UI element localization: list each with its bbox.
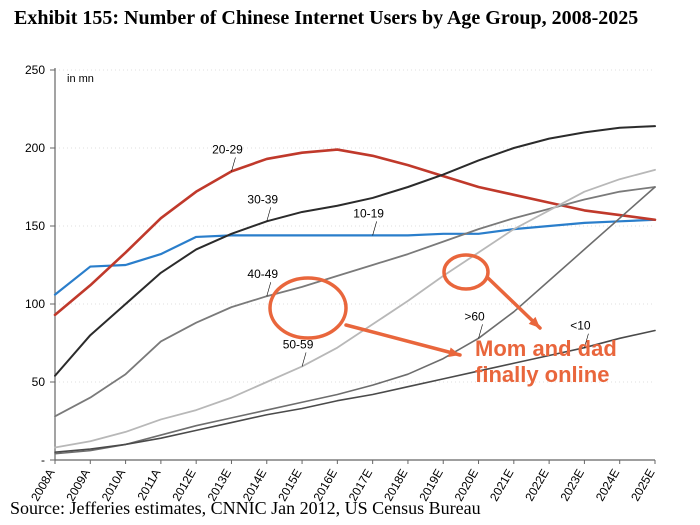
series-label->60: >60 <box>464 309 485 323</box>
x-tick-label: 2021E <box>487 467 516 504</box>
unit-label: in mn <box>67 73 94 85</box>
series->60 <box>55 187 655 454</box>
series-label-20-29: 20-29 <box>212 142 243 156</box>
y-tick-label: - <box>41 453 45 467</box>
x-tick-label: 2024E <box>593 467 622 504</box>
series-label-<10: <10 <box>570 319 591 333</box>
series-label-30-39: 30-39 <box>247 192 278 206</box>
annotation-text: Mom and dad <box>475 336 617 361</box>
x-tick-label: 2025E <box>628 467 657 504</box>
y-tick-label: 200 <box>25 141 45 155</box>
y-tick-label: 250 <box>25 63 45 77</box>
y-tick-label: 50 <box>32 375 46 389</box>
y-tick-label: 100 <box>25 297 45 311</box>
source-text: Source: Jefferies estimates, CNNIC Jan 2… <box>10 498 481 519</box>
y-tick-label: 150 <box>25 219 45 233</box>
x-tick-label: 2022E <box>522 467 551 504</box>
series-10-19 <box>55 220 655 295</box>
annotation-text: finally online <box>475 362 609 387</box>
series-20-29 <box>55 150 655 315</box>
line-chart: -501001502002502008A2009A2010A2011A2012E… <box>0 0 700 525</box>
series-label-10-19: 10-19 <box>353 206 384 220</box>
x-tick-label: 2023E <box>558 467 587 504</box>
series-label-40-49: 40-49 <box>247 267 278 281</box>
